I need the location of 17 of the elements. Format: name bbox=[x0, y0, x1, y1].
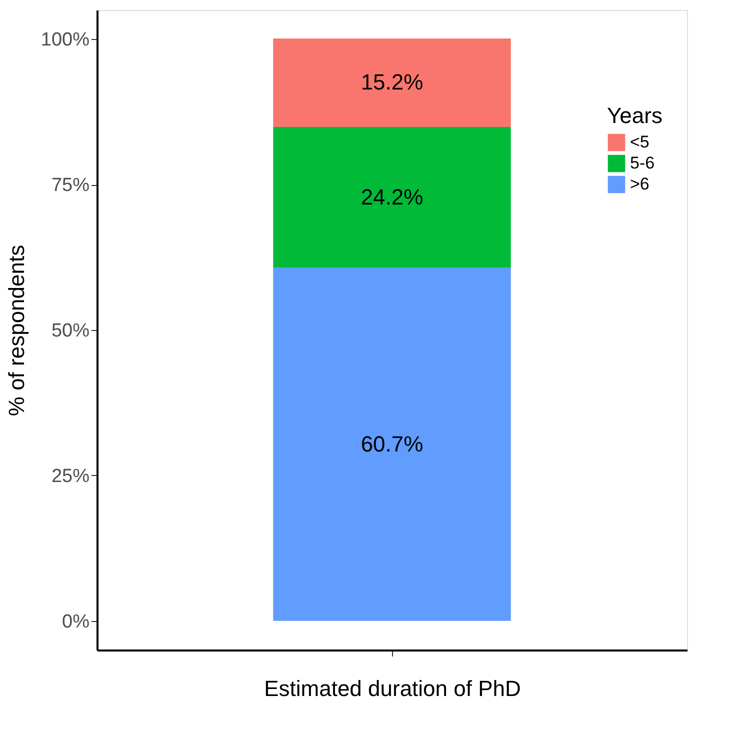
legend-title: Years bbox=[607, 103, 662, 128]
bar bbox=[273, 38, 511, 127]
y-tick-label: 75% bbox=[51, 175, 90, 196]
data-label: 15.2% bbox=[360, 70, 424, 95]
y-tick-label: 50% bbox=[51, 320, 90, 342]
x-axis-title: Estimated duration of PhD bbox=[264, 676, 521, 701]
data-label: 24.2% bbox=[360, 184, 424, 210]
y-axis-title: % of respondents bbox=[4, 244, 29, 416]
y-tick-label: 0% bbox=[62, 611, 90, 632]
y-tick-label: 25% bbox=[51, 466, 90, 487]
data-label: 60.7% bbox=[360, 431, 424, 456]
legend-label: 5-6 bbox=[630, 154, 655, 172]
bar bbox=[273, 268, 511, 621]
bar bbox=[273, 126, 511, 268]
y-tick-label: 100% bbox=[40, 30, 90, 51]
legend-label: >6 bbox=[630, 174, 650, 194]
legend-label: <5 bbox=[630, 132, 650, 152]
